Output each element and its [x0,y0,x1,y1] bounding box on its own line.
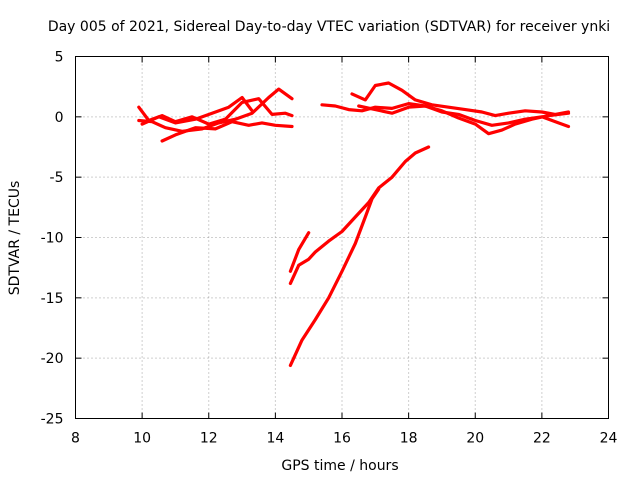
x-tick-label: 12 [200,431,218,447]
axis-ticks: 8 10 12 14 16 18 20 22 24 5 0 -5 -10 -15 -20 -25 [41,50,618,447]
series-arc-9 [350,81,571,118]
x-tick-label: 8 [71,431,80,447]
series-arc-4 [140,95,254,126]
y-tick-label: -5 [50,170,64,186]
x-tick-label: 20 [466,431,484,447]
series-arc-3 [160,120,294,143]
series-arc-2 [137,87,294,133]
series-group [137,81,571,367]
y-tick-label: -20 [41,351,64,367]
series-arc-7 [288,231,311,273]
x-tick-label: 22 [533,431,551,447]
x-tick-label: 10 [133,431,151,447]
y-tick-label: 0 [55,110,64,126]
chart-title: Day 005 of 2021, Sidereal Day-to-day VTE… [48,19,610,35]
x-tick-label: 14 [266,431,284,447]
series-arc-10 [357,104,571,136]
x-tick-label: 24 [600,431,618,447]
y-axis-label: SDTVAR / TECUs [7,181,23,296]
series-arc-5 [288,145,431,285]
y-tick-label: -25 [41,412,64,428]
x-tick-label: 18 [400,431,418,447]
y-tick-label: -10 [41,231,64,247]
x-axis-label: GPS time / hours [281,458,398,474]
y-tick-label: -15 [41,291,64,307]
x-tick-label: 16 [333,431,351,447]
series-arc-6 [288,187,381,367]
y-tick-label: 5 [55,50,64,66]
